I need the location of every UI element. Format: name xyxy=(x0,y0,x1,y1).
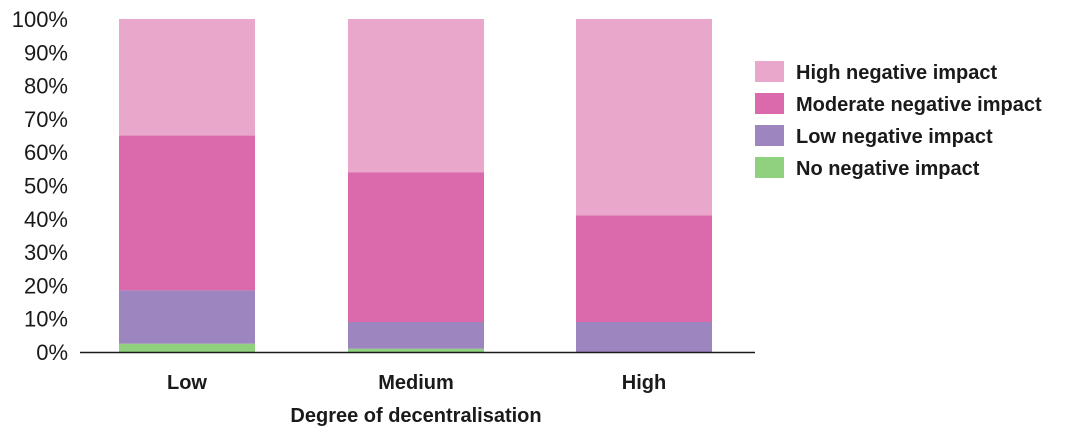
y-tick-label: 100% xyxy=(12,7,68,32)
y-tick-label: 20% xyxy=(24,273,68,298)
y-tick-label: 80% xyxy=(24,74,68,99)
bar-segment-medium-high-negative-impact xyxy=(348,19,484,173)
bar-segment-medium-low-negative-impact xyxy=(348,322,484,349)
x-axis-categories: Low Medium High xyxy=(167,372,666,394)
bars xyxy=(119,19,712,352)
y-axis-ticks: 0% 10% 20% 30% 40% 50% 60% 70% 80% 90% 100% xyxy=(12,7,68,365)
x-category-label: Low xyxy=(167,372,207,394)
legend-swatch xyxy=(755,157,784,178)
x-category-label: High xyxy=(622,372,666,394)
y-tick-label: 90% xyxy=(24,40,68,65)
y-tick-label: 70% xyxy=(24,107,68,132)
bar-segment-low-high-negative-impact xyxy=(119,19,255,136)
legend-swatch xyxy=(755,61,784,82)
y-tick-label: 10% xyxy=(24,307,68,332)
y-tick-label: 0% xyxy=(36,340,68,365)
bar-segment-low-moderate-negative-impact xyxy=(119,135,255,291)
bar-segment-low-low-negative-impact xyxy=(119,290,255,344)
y-tick-label: 50% xyxy=(24,174,68,199)
bar-segment-high-moderate-negative-impact xyxy=(576,215,712,323)
legend-label: Low negative impact xyxy=(796,126,993,148)
legend-swatch xyxy=(755,125,784,146)
bar-segment-high-low-negative-impact xyxy=(576,322,712,352)
x-axis-label: Degree of decentralisation xyxy=(290,405,541,427)
legend-swatch xyxy=(755,93,784,114)
y-tick-label: 60% xyxy=(24,140,68,165)
y-tick-label: 30% xyxy=(24,240,68,265)
legend-label: Moderate negative impact xyxy=(796,94,1042,116)
bar-segment-high-high-negative-impact xyxy=(576,19,712,216)
legend: High negative impact Moderate negative im… xyxy=(755,61,1042,180)
y-tick-label: 40% xyxy=(24,207,68,232)
x-category-label: Medium xyxy=(378,372,454,394)
bar-segment-medium-no-negative-impact xyxy=(348,348,484,352)
legend-label: High negative impact xyxy=(796,62,997,84)
legend-label: No negative impact xyxy=(796,158,980,180)
bar-segment-medium-moderate-negative-impact xyxy=(348,172,484,323)
bar-segment-low-no-negative-impact xyxy=(119,343,255,352)
